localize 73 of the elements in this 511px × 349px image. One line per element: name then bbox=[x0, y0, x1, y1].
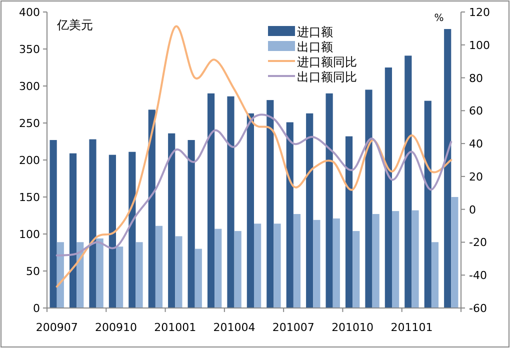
y2-tick-label: 40 bbox=[469, 138, 483, 151]
bar bbox=[155, 226, 163, 308]
y-tick-label: 100 bbox=[19, 228, 40, 241]
bar bbox=[56, 242, 64, 308]
y2-tick-label: 60 bbox=[469, 104, 483, 118]
bar bbox=[234, 231, 242, 308]
y-axis-title: 亿美元 bbox=[56, 18, 93, 32]
x-tick-label: 201101 bbox=[390, 321, 433, 334]
bar bbox=[116, 246, 124, 308]
y2-tick-label: 20 bbox=[469, 170, 483, 184]
bar bbox=[254, 224, 262, 308]
y2-tick-label: 0 bbox=[469, 203, 476, 216]
y-tick-label: 350 bbox=[19, 43, 40, 56]
bar bbox=[451, 197, 458, 308]
bar bbox=[313, 220, 320, 308]
x-tick-label: 200910 bbox=[95, 321, 137, 334]
y2-tick-label: -40 bbox=[469, 269, 487, 282]
legend-label: 出口额同比 bbox=[297, 70, 357, 84]
bar bbox=[306, 113, 314, 308]
bar bbox=[69, 153, 77, 308]
y-tick-label: 200 bbox=[19, 154, 40, 167]
bar bbox=[246, 113, 254, 308]
bar bbox=[128, 152, 136, 308]
y-tick-label: 150 bbox=[19, 191, 40, 204]
bar bbox=[96, 238, 104, 308]
bar bbox=[194, 248, 202, 308]
bar bbox=[365, 90, 372, 308]
bar bbox=[227, 96, 234, 308]
bar bbox=[352, 231, 360, 308]
x-tick-label: 201004 bbox=[213, 321, 256, 334]
bar bbox=[148, 110, 156, 308]
bar bbox=[424, 100, 432, 308]
legend-label: 进口额同比 bbox=[297, 55, 357, 69]
y-tick-label: 250 bbox=[19, 117, 40, 130]
y2-axis-title: % bbox=[434, 13, 444, 24]
bar bbox=[412, 210, 419, 308]
y-tick-label: 0 bbox=[33, 302, 40, 315]
bar bbox=[392, 211, 400, 308]
bar bbox=[136, 242, 143, 308]
bar bbox=[266, 100, 274, 308]
bar bbox=[384, 68, 392, 308]
bar bbox=[89, 139, 96, 308]
legend-label: 进口额 bbox=[297, 25, 333, 39]
y-tick-label: 400 bbox=[19, 6, 40, 19]
y2-tick-label: -20 bbox=[469, 236, 487, 250]
bar bbox=[214, 228, 222, 308]
x-tick-label: 201001 bbox=[154, 321, 196, 334]
y2-tick-label: 80 bbox=[469, 72, 483, 85]
bar bbox=[431, 242, 439, 308]
bar bbox=[50, 140, 57, 308]
bar bbox=[175, 236, 182, 308]
bar bbox=[404, 56, 412, 308]
bar bbox=[326, 93, 333, 308]
bar bbox=[444, 29, 452, 308]
y-tick-label: 300 bbox=[19, 80, 40, 93]
x-tick-label: 201007 bbox=[272, 321, 314, 334]
bar bbox=[372, 214, 380, 308]
bar bbox=[274, 224, 281, 308]
x-tick-label: 201010 bbox=[332, 321, 374, 334]
bar bbox=[108, 154, 116, 308]
y2-tick-label: -60 bbox=[469, 302, 487, 315]
bar bbox=[286, 122, 294, 308]
x-tick-label: 200907 bbox=[36, 321, 78, 334]
y2-tick-label: 100 bbox=[469, 38, 490, 52]
legend-label: 出口额 bbox=[297, 40, 333, 54]
y-tick-label: 50 bbox=[26, 265, 40, 278]
bar bbox=[188, 140, 195, 308]
bar bbox=[168, 133, 176, 308]
bar bbox=[345, 136, 353, 308]
bar bbox=[207, 93, 215, 308]
bar bbox=[293, 214, 301, 308]
y2-tick-label: 120 bbox=[469, 6, 490, 19]
bar bbox=[332, 218, 340, 308]
